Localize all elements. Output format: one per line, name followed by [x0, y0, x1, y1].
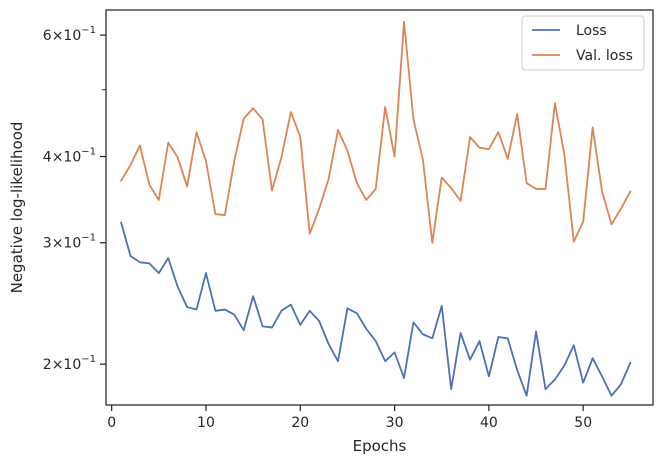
legend: Loss Val. loss: [521, 15, 645, 71]
y-axis-ticks: 2×10−1 3×10−1 4×10−1 6×10−1: [43, 25, 106, 373]
plot-frame: [105, 9, 654, 406]
x-tick-label: 30: [386, 415, 404, 431]
legend-label-loss: Loss: [576, 23, 607, 39]
series-line-loss: [120, 221, 632, 397]
x-axis-label: Epochs: [353, 437, 407, 455]
x-tick-label: 10: [197, 415, 215, 431]
y-tick-label: 6×10−1: [43, 25, 96, 44]
x-tick-label: 40: [480, 415, 498, 431]
x-tick-label: 50: [574, 415, 592, 431]
x-tick-label: 20: [291, 415, 309, 431]
y-tick-label: 4×10−1: [43, 147, 96, 166]
x-tick-label: 0: [107, 415, 116, 431]
y-tick-label: 3×10−1: [43, 233, 96, 252]
series-line-val-loss: [120, 21, 632, 244]
x-axis-ticks: 0 10 20 30 40 50: [107, 405, 592, 431]
legend-label-val-loss: Val. loss: [576, 48, 633, 64]
series-layer: [120, 21, 632, 397]
y-axis-label: Negative log-likelihood: [8, 122, 26, 294]
y-tick-label: 2×10−1: [43, 354, 96, 373]
